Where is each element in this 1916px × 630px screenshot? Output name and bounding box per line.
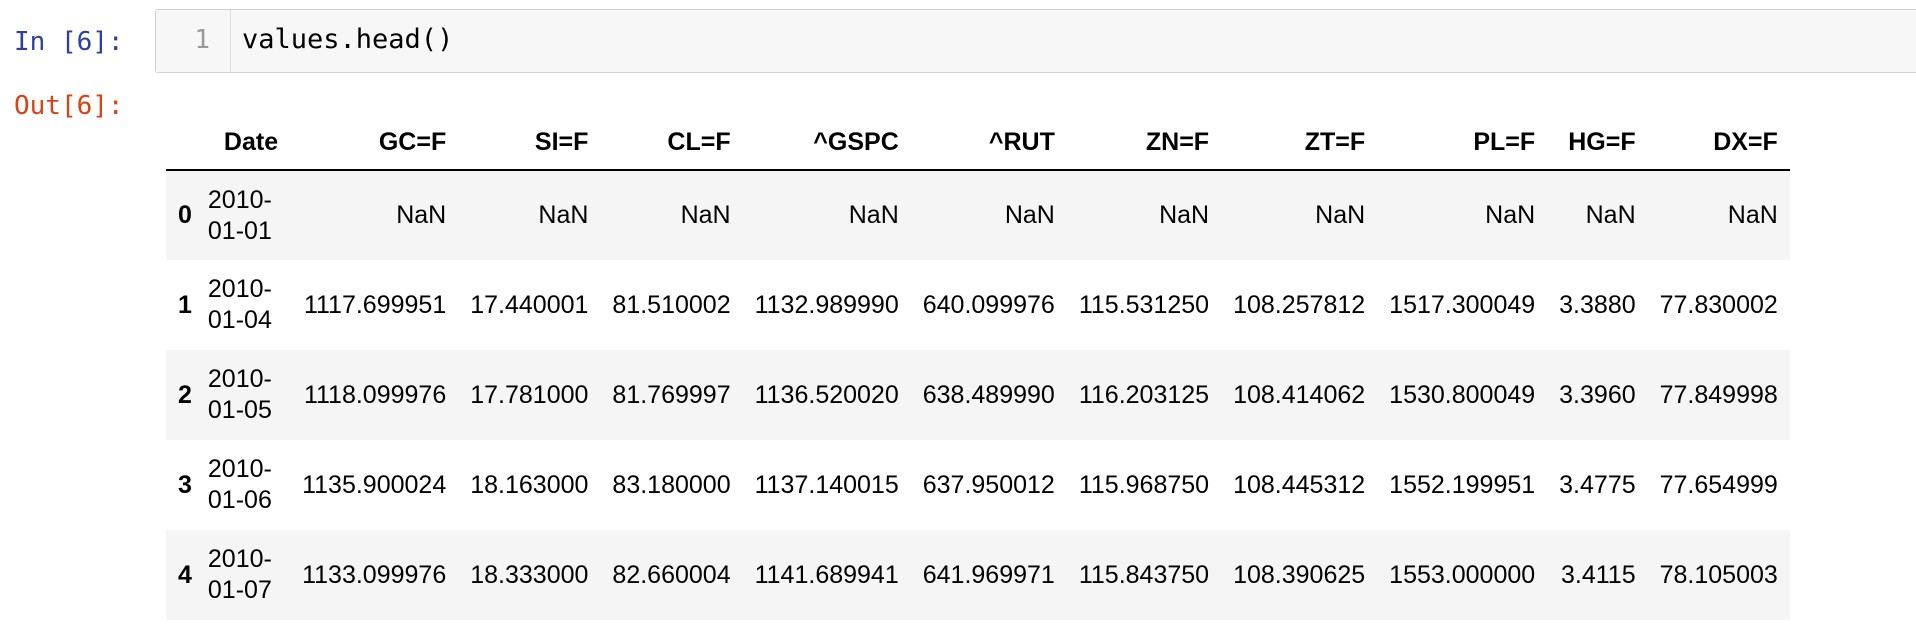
value-cell: 3.3880	[1559, 290, 1636, 319]
table-row: 2 2010- 01-05 1118.099976 17.781000 81.769997…	[166, 350, 1790, 440]
value-cell: 1553.000000	[1389, 560, 1536, 589]
date-cell: 2010- 01-01	[200, 170, 290, 260]
table-row: 4 2010- 01-07 1133.099976 18.333000 82.660004…	[166, 530, 1790, 620]
dataframe-table: Date GC=F SI=F CL=F ^GSPC ^RUT ZN=F ZT=F…	[166, 120, 1790, 620]
row-index: 3	[178, 470, 192, 499]
value-cell: 1118.099976	[303, 380, 447, 409]
value-cell: 108.445312	[1233, 470, 1366, 499]
column-header: DX=F	[1647, 120, 1790, 171]
value-cell: NaN	[1004, 201, 1055, 229]
value-cell: 77.849998	[1659, 380, 1778, 409]
value-cell: 3.4775	[1559, 470, 1636, 499]
input-prompt: In [6]:	[14, 27, 124, 57]
column-header: GC=F	[290, 120, 459, 171]
table-header-row: Date GC=F SI=F CL=F ^GSPC ^RUT ZN=F ZT=F…	[166, 120, 1790, 171]
value-cell: NaN	[1315, 201, 1366, 229]
value-cell: 18.163000	[470, 470, 589, 499]
value-cell: 1135.900024	[302, 470, 447, 499]
column-header-index	[166, 120, 200, 171]
table-row: 0 2010- 01-01 NaN NaN NaN NaN NaN NaN NaN NaN NaN Na…	[166, 170, 1790, 260]
value-cell: 1530.800049	[1389, 380, 1536, 409]
value-cell: NaN	[848, 201, 899, 229]
row-index: 1	[178, 290, 192, 319]
value-cell: 1117.699951	[303, 290, 447, 319]
date-line-1: 2010-	[207, 275, 272, 303]
column-header: ZN=F	[1066, 120, 1222, 171]
row-index: 4	[178, 560, 192, 589]
row-index: 2	[178, 380, 192, 409]
row-index: 0	[178, 201, 192, 229]
value-cell: 3.3960	[1559, 380, 1636, 409]
value-cell: 108.257812	[1233, 290, 1366, 319]
output-prompt: Out[6]:	[14, 91, 124, 121]
date-line-2: 01-07	[207, 576, 272, 604]
value-cell: 115.531250	[1078, 290, 1210, 319]
date-cell: 2010- 01-06	[200, 440, 290, 530]
value-cell: 1141.689941	[754, 560, 899, 589]
column-header: SI=F	[458, 120, 601, 171]
value-cell: NaN	[680, 201, 731, 229]
value-cell: NaN	[396, 201, 447, 229]
value-cell: NaN	[1727, 201, 1778, 229]
value-cell: 1552.199951	[1389, 470, 1536, 499]
date-line-1: 2010-	[207, 545, 272, 573]
value-cell: NaN	[1585, 201, 1636, 229]
date-line-1: 2010-	[207, 455, 272, 483]
code-line[interactable]: values.head()	[242, 24, 454, 55]
value-cell: 640.099976	[922, 290, 1055, 319]
column-header: ^RUT	[910, 120, 1067, 171]
value-cell: 1132.989990	[754, 290, 899, 319]
value-cell: 115.843750	[1078, 560, 1210, 589]
value-cell: 18.333000	[470, 560, 589, 589]
date-line-2: 01-05	[207, 396, 272, 424]
value-cell: 1517.300049	[1389, 290, 1536, 319]
table-row: 3 2010- 01-06 1135.900024 18.163000 83.180000…	[166, 440, 1790, 530]
column-header: ^GSPC	[742, 120, 911, 171]
date-line-2: 01-06	[207, 486, 272, 514]
date-cell: 2010- 01-05	[200, 350, 290, 440]
value-cell: 81.510002	[612, 290, 731, 319]
date-line-2: 01-01	[207, 216, 272, 245]
value-cell: 641.969971	[922, 560, 1055, 589]
value-cell: NaN	[1485, 201, 1536, 229]
value-cell: 1136.520020	[754, 380, 899, 409]
value-cell: 115.968750	[1078, 470, 1210, 499]
value-cell: 108.390625	[1233, 560, 1366, 589]
date-cell: 2010- 01-07	[200, 530, 290, 620]
value-cell: 1137.140015	[754, 470, 899, 499]
code-editor[interactable]: 1 values.head()	[155, 9, 1916, 73]
date-line-1: 2010-	[207, 185, 272, 214]
column-header: HG=F	[1547, 120, 1648, 171]
column-header: PL=F	[1377, 120, 1548, 171]
value-cell: 17.781000	[470, 380, 589, 409]
value-cell: 17.440001	[470, 290, 589, 319]
value-cell: NaN	[1159, 201, 1210, 229]
value-cell: 3.4115	[1561, 560, 1636, 589]
value-cell: 637.950012	[922, 470, 1055, 499]
column-header-date: Date	[199, 120, 291, 171]
table-row: 1 2010- 01-04 1117.699951 17.440001 81.510002…	[166, 260, 1790, 350]
date-line-2: 01-04	[207, 306, 272, 334]
value-cell: 81.769997	[612, 380, 731, 409]
value-cell: NaN	[538, 201, 589, 229]
value-cell: 108.414062	[1233, 380, 1366, 409]
value-cell: 78.105003	[1659, 560, 1778, 589]
line-gutter: 1	[156, 10, 231, 72]
value-cell: 82.660004	[612, 560, 731, 589]
value-cell: 116.203125	[1078, 380, 1210, 409]
column-header: ZT=F	[1221, 120, 1378, 171]
output-area: Date GC=F SI=F CL=F ^GSPC ^RUT ZN=F ZT=F…	[166, 120, 1916, 620]
value-cell: 638.489990	[922, 380, 1055, 409]
date-cell: 2010- 01-04	[200, 260, 290, 350]
date-line-1: 2010-	[207, 365, 272, 393]
value-cell: 77.830002	[1659, 290, 1778, 319]
value-cell: 77.654999	[1659, 470, 1778, 499]
value-cell: 83.180000	[612, 470, 731, 499]
line-number: 1	[194, 25, 210, 55]
value-cell: 1133.099976	[302, 560, 447, 589]
column-header: CL=F	[600, 120, 743, 171]
